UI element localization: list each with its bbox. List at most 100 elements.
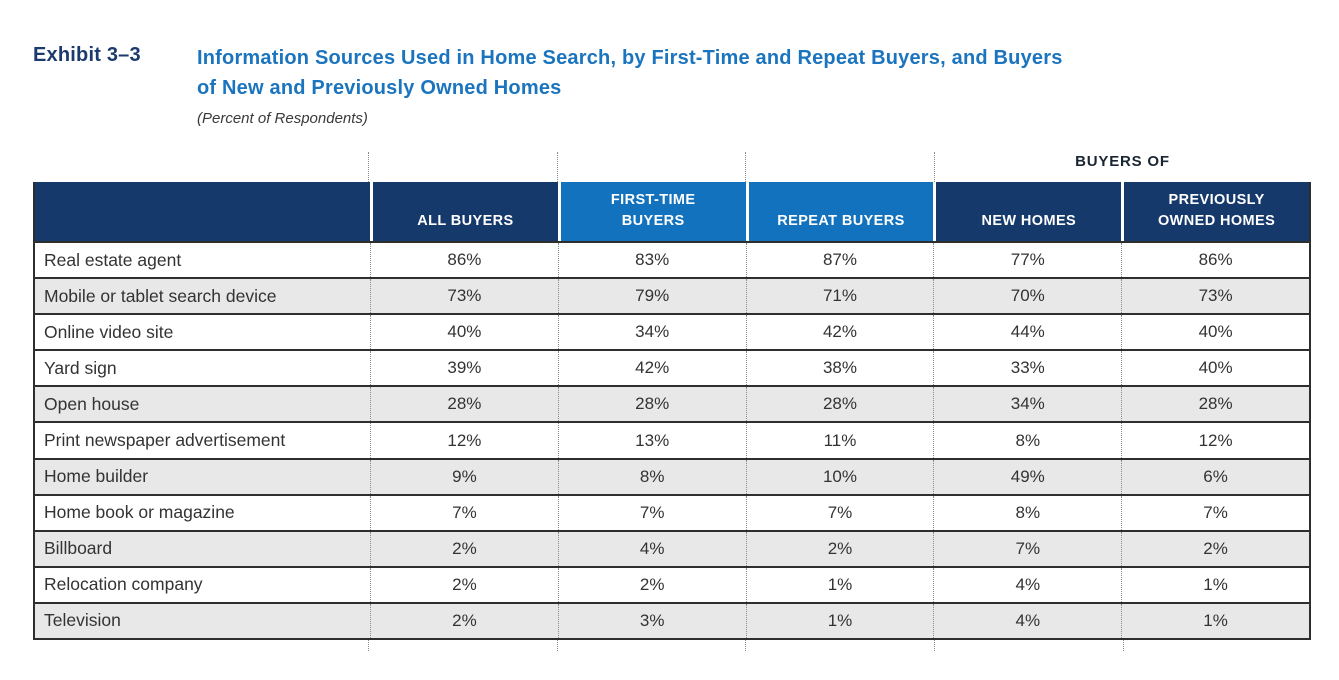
row-label: Billboard bbox=[44, 538, 113, 559]
cell-value: 4% bbox=[557, 531, 746, 566]
table-header-row: ALL BUYERS FIRST-TIME BUYERS REPEAT BUYE… bbox=[35, 182, 1309, 241]
cell-value: 42% bbox=[557, 351, 746, 386]
table-row: Home builder 9% 8% 10% 49% 6% bbox=[35, 457, 1309, 494]
table-row: Print newspaper advertisement 12% 13% 11… bbox=[35, 421, 1309, 458]
grid-stub bbox=[557, 152, 558, 182]
cell-value: 73% bbox=[370, 279, 558, 314]
table-row: Television 2% 3% 1% 4% 1% bbox=[35, 601, 1309, 639]
grid-stub bbox=[368, 152, 369, 182]
buyers-of-span-header: BUYERS OF bbox=[1075, 153, 1170, 170]
cell-value: 1% bbox=[1121, 567, 1309, 602]
row-label: Real estate agent bbox=[44, 249, 182, 270]
cell-value: 4% bbox=[933, 567, 1121, 602]
cell-value: 28% bbox=[557, 387, 746, 422]
cell-value: 2% bbox=[1121, 531, 1309, 566]
grid-stub bbox=[368, 640, 369, 651]
table-row: Mobile or tablet search device 73% 79% 7… bbox=[35, 277, 1309, 314]
cell-value: 1% bbox=[745, 567, 934, 602]
cell-value: 6% bbox=[1121, 459, 1309, 494]
cell-value: 83% bbox=[557, 243, 746, 278]
cell-value: 7% bbox=[557, 495, 746, 530]
cell-value: 8% bbox=[557, 459, 746, 494]
cell-value: 10% bbox=[745, 459, 934, 494]
header-cell-previously-owned-homes: PREVIOUSLY OWNED HOMES bbox=[1121, 182, 1309, 241]
cell-value: 86% bbox=[370, 243, 558, 278]
cell-value: 13% bbox=[557, 423, 746, 458]
row-label: Yard sign bbox=[44, 357, 117, 378]
row-label: Home builder bbox=[44, 466, 149, 487]
cell-value: 7% bbox=[933, 531, 1121, 566]
cell-value: 34% bbox=[557, 315, 746, 350]
cell-value: 28% bbox=[1121, 387, 1309, 422]
cell-value: 28% bbox=[745, 387, 934, 422]
cell-value: 2% bbox=[557, 567, 746, 602]
cell-value: 38% bbox=[745, 351, 934, 386]
header-cell-all-buyers: ALL BUYERS bbox=[370, 182, 558, 241]
row-label: Television bbox=[44, 610, 121, 631]
cell-value: 2% bbox=[370, 531, 558, 566]
cell-value: 40% bbox=[370, 315, 558, 350]
exhibit-title-line1: Information Sources Used in Home Search,… bbox=[197, 47, 1063, 69]
table-row: Relocation company 2% 2% 1% 4% 1% bbox=[35, 565, 1309, 602]
grid-stub bbox=[745, 152, 746, 182]
exhibit-subtitle: (Percent of Respondents) bbox=[197, 110, 368, 127]
cell-value: 2% bbox=[370, 603, 558, 639]
table-row: Yard sign 39% 42% 38% 33% 40% bbox=[35, 349, 1309, 386]
cell-value: 77% bbox=[933, 243, 1121, 278]
row-label: Mobile or tablet search device bbox=[44, 285, 277, 306]
cell-value: 49% bbox=[933, 459, 1121, 494]
cell-value: 3% bbox=[557, 603, 746, 639]
cell-value: 33% bbox=[933, 351, 1121, 386]
cell-value: 73% bbox=[1121, 279, 1309, 314]
cell-value: 7% bbox=[370, 495, 558, 530]
grid-stub bbox=[1123, 640, 1124, 651]
table-row: Home book or magazine 7% 7% 7% 8% 7% bbox=[35, 493, 1309, 530]
row-label: Relocation company bbox=[44, 574, 203, 595]
cell-value: 12% bbox=[370, 423, 558, 458]
grid-stub bbox=[745, 640, 746, 651]
header-cell-blank bbox=[35, 182, 370, 241]
cell-value: 28% bbox=[370, 387, 558, 422]
cell-value: 39% bbox=[370, 351, 558, 386]
exhibit-title-line2: of New and Previously Owned Homes bbox=[197, 77, 562, 99]
exhibit-title: Information Sources Used in Home Search,… bbox=[197, 43, 1307, 103]
cell-value: 70% bbox=[933, 279, 1121, 314]
header-cell-first-time-buyers: FIRST-TIME BUYERS bbox=[557, 182, 746, 241]
cell-value: 1% bbox=[1121, 603, 1309, 639]
cell-value: 40% bbox=[1121, 315, 1309, 350]
cell-value: 86% bbox=[1121, 243, 1309, 278]
cell-value: 2% bbox=[745, 531, 934, 566]
cell-value: 42% bbox=[745, 315, 934, 350]
cell-value: 12% bbox=[1121, 423, 1309, 458]
cell-value: 4% bbox=[933, 603, 1121, 639]
row-label: Home book or magazine bbox=[44, 502, 235, 523]
grid-stub bbox=[934, 152, 935, 182]
cell-value: 7% bbox=[1121, 495, 1309, 530]
cell-value: 8% bbox=[933, 423, 1121, 458]
information-sources-table: ALL BUYERS FIRST-TIME BUYERS REPEAT BUYE… bbox=[33, 182, 1311, 641]
cell-value: 9% bbox=[370, 459, 558, 494]
cell-value: 1% bbox=[745, 603, 934, 639]
header-cell-repeat-buyers: REPEAT BUYERS bbox=[745, 182, 934, 241]
cell-value: 87% bbox=[745, 243, 934, 278]
table-row: Open house 28% 28% 28% 34% 28% bbox=[35, 385, 1309, 422]
row-label: Online video site bbox=[44, 321, 174, 342]
cell-value: 7% bbox=[745, 495, 934, 530]
cell-value: 44% bbox=[933, 315, 1121, 350]
cell-value: 34% bbox=[933, 387, 1121, 422]
table-row: Billboard 2% 4% 2% 7% 2% bbox=[35, 529, 1309, 566]
cell-value: 11% bbox=[745, 423, 934, 458]
cell-value: 71% bbox=[745, 279, 934, 314]
exhibit-number: Exhibit 3–3 bbox=[33, 44, 141, 66]
row-label: Open house bbox=[44, 393, 140, 414]
grid-stub bbox=[557, 640, 558, 651]
row-label: Print newspaper advertisement bbox=[44, 430, 286, 451]
cell-value: 40% bbox=[1121, 351, 1309, 386]
cell-value: 2% bbox=[370, 567, 558, 602]
cell-value: 79% bbox=[557, 279, 746, 314]
cell-value: 8% bbox=[933, 495, 1121, 530]
table-row: Real estate agent 86% 83% 87% 77% 86% bbox=[35, 241, 1309, 278]
header-cell-new-homes: NEW HOMES bbox=[933, 182, 1122, 241]
table-row: Online video site 40% 34% 42% 44% 40% bbox=[35, 313, 1309, 350]
